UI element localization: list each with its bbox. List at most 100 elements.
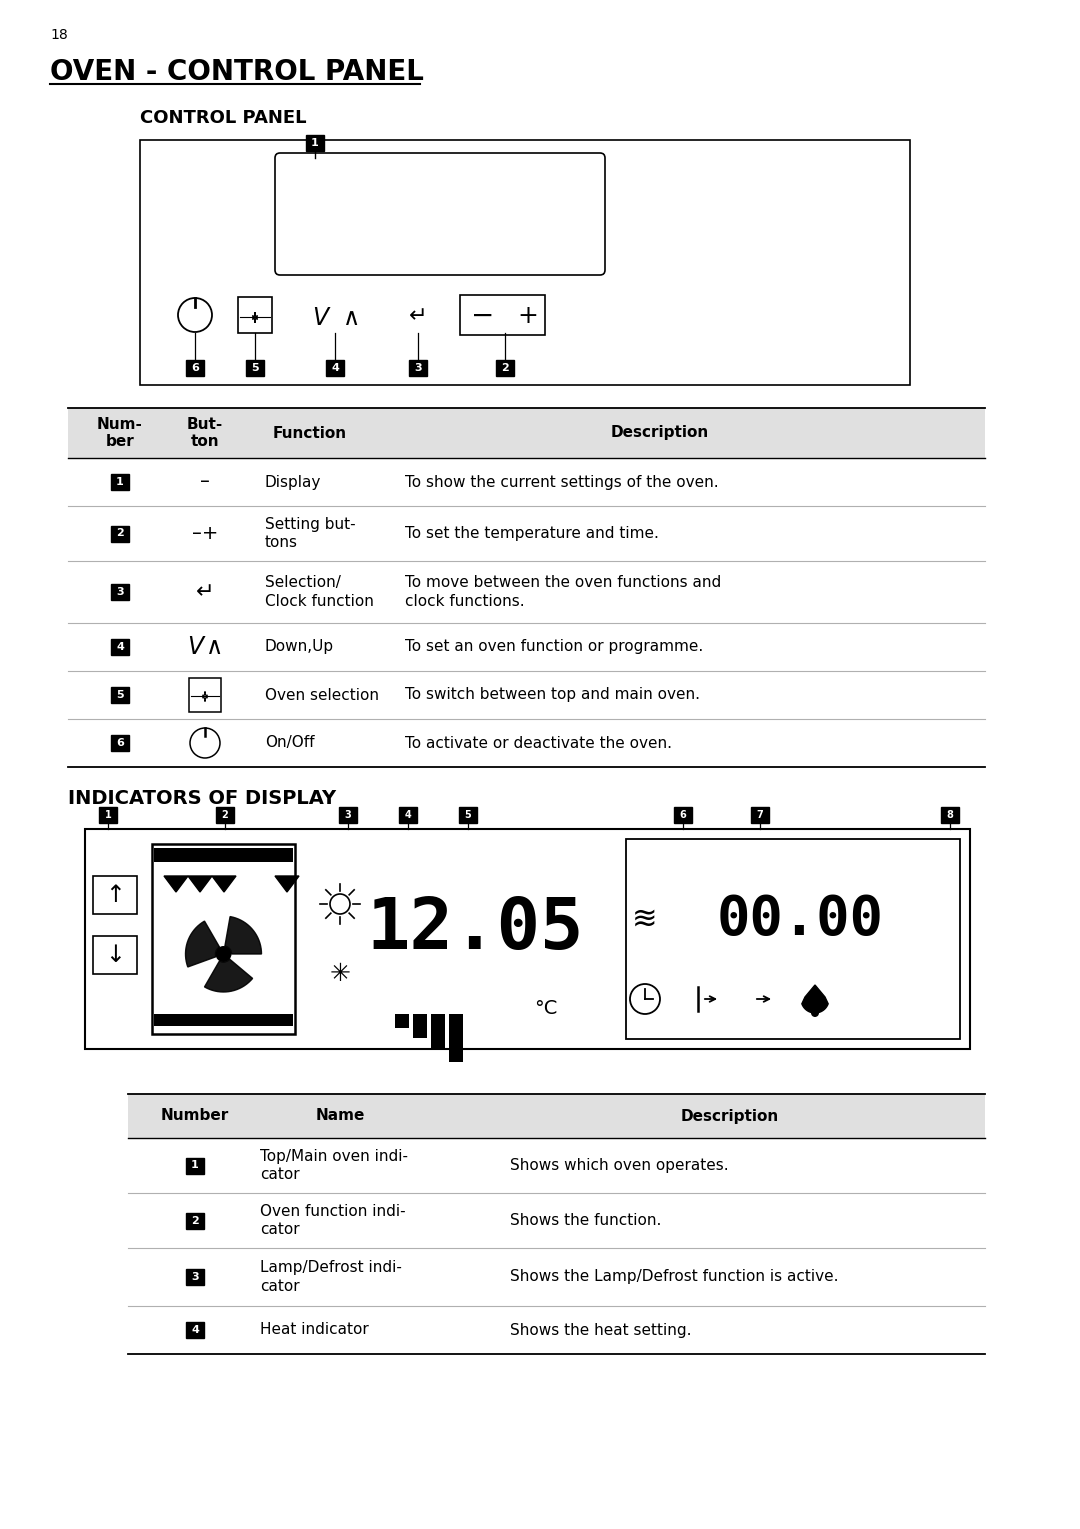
Bar [459, 807, 477, 823]
Bar [111, 584, 129, 599]
Bar [93, 936, 137, 974]
Text: 12.05: 12.05 [366, 894, 584, 963]
Text: 4: 4 [116, 642, 124, 651]
Bar [449, 1014, 463, 1063]
Text: 5: 5 [464, 810, 471, 820]
Bar [85, 829, 970, 1049]
Text: Setting but-
tons: Setting but- tons [265, 517, 355, 550]
Polygon shape [225, 916, 261, 954]
Text: 4: 4 [332, 362, 339, 373]
Bar [99, 807, 117, 823]
Text: 6: 6 [191, 362, 199, 373]
Text: Oven selection: Oven selection [265, 688, 379, 702]
Text: Description: Description [611, 425, 710, 440]
Text: To set an oven function or programme.: To set an oven function or programme. [405, 639, 703, 654]
Circle shape [190, 728, 220, 758]
Bar [111, 526, 129, 541]
Bar [111, 639, 129, 654]
Text: 6: 6 [679, 810, 687, 820]
Text: 3: 3 [345, 810, 351, 820]
Text: Shows the function.: Shows the function. [510, 1212, 661, 1228]
Text: 1: 1 [191, 1161, 199, 1171]
Text: 6: 6 [116, 739, 124, 748]
Bar [154, 1014, 293, 1026]
Polygon shape [186, 920, 219, 966]
Text: 7: 7 [757, 810, 764, 820]
Text: 3: 3 [191, 1272, 199, 1281]
Text: Function: Function [273, 425, 347, 440]
Polygon shape [212, 876, 237, 891]
Text: ↵: ↵ [408, 306, 428, 326]
Text: Oven function indi-
cator: Oven function indi- cator [260, 1203, 406, 1237]
Text: 8: 8 [946, 810, 954, 820]
Bar [154, 849, 293, 862]
Bar [431, 1014, 445, 1049]
Bar [140, 141, 910, 385]
Text: OVEN - CONTROL PANEL: OVEN - CONTROL PANEL [50, 58, 423, 86]
Text: ↓: ↓ [105, 943, 125, 966]
Text: −: − [471, 303, 495, 330]
Bar [186, 359, 204, 376]
Text: ∧: ∧ [206, 635, 224, 659]
Text: Shows which oven operates.: Shows which oven operates. [510, 1157, 729, 1173]
Bar [68, 408, 985, 459]
Text: Shows the Lamp/Defrost function is active.: Shows the Lamp/Defrost function is activ… [510, 1269, 838, 1284]
Text: 2: 2 [191, 1216, 199, 1226]
Bar [246, 359, 264, 376]
Text: Selection/
Clock function: Selection/ Clock function [265, 575, 374, 609]
Bar [339, 807, 357, 823]
Circle shape [181, 911, 266, 995]
Text: 2: 2 [221, 810, 228, 820]
Text: To set the temperature and time.: To set the temperature and time. [405, 526, 659, 541]
Bar [152, 844, 295, 1034]
Text: 18: 18 [50, 28, 68, 41]
Text: CONTROL PANEL: CONTROL PANEL [140, 109, 307, 127]
Bar [238, 297, 272, 333]
Polygon shape [275, 876, 299, 891]
Text: To switch between top and main oven.: To switch between top and main oven. [405, 688, 700, 702]
Bar [674, 807, 692, 823]
Polygon shape [204, 959, 253, 992]
Text: Down,Up: Down,Up [265, 639, 334, 654]
Bar [186, 1157, 204, 1173]
Bar [186, 1212, 204, 1228]
Bar [626, 839, 960, 1040]
Text: 3: 3 [117, 587, 124, 596]
Bar [186, 1323, 204, 1338]
Text: ∧: ∧ [343, 306, 361, 330]
Text: V: V [312, 306, 328, 330]
Bar [216, 807, 234, 823]
Text: +: + [517, 304, 539, 329]
Bar [395, 1014, 409, 1027]
Text: To move between the oven functions and
clock functions.: To move between the oven functions and c… [405, 575, 721, 609]
Bar [189, 677, 221, 713]
Text: But-
ton: But- ton [187, 417, 224, 450]
Bar [111, 735, 129, 751]
Polygon shape [188, 876, 212, 891]
Text: To show the current settings of the oven.: To show the current settings of the oven… [405, 474, 718, 489]
Text: 1: 1 [105, 810, 111, 820]
Text: Number: Number [161, 1109, 229, 1124]
Text: ≋: ≋ [632, 905, 658, 934]
Text: 1: 1 [311, 138, 319, 148]
Bar [326, 359, 345, 376]
Bar [399, 807, 417, 823]
Circle shape [216, 946, 231, 962]
Text: 1: 1 [117, 477, 124, 488]
Text: °C: °C [534, 1000, 557, 1018]
Bar [751, 807, 769, 823]
Text: 3: 3 [415, 362, 422, 373]
Bar [409, 359, 427, 376]
Text: ↵: ↵ [195, 583, 214, 602]
Text: Name: Name [315, 1109, 365, 1124]
Text: ↑: ↑ [105, 884, 125, 907]
Text: INDICATORS OF DISPLAY: INDICATORS OF DISPLAY [68, 789, 336, 809]
Circle shape [178, 298, 212, 332]
Bar [496, 359, 514, 376]
Bar [111, 474, 129, 489]
Polygon shape [801, 985, 828, 1014]
Text: Lamp/Defrost indi-
cator: Lamp/Defrost indi- cator [260, 1260, 402, 1294]
Text: ✳: ✳ [329, 962, 351, 986]
Text: 4: 4 [191, 1326, 199, 1335]
Text: –: – [200, 472, 210, 491]
